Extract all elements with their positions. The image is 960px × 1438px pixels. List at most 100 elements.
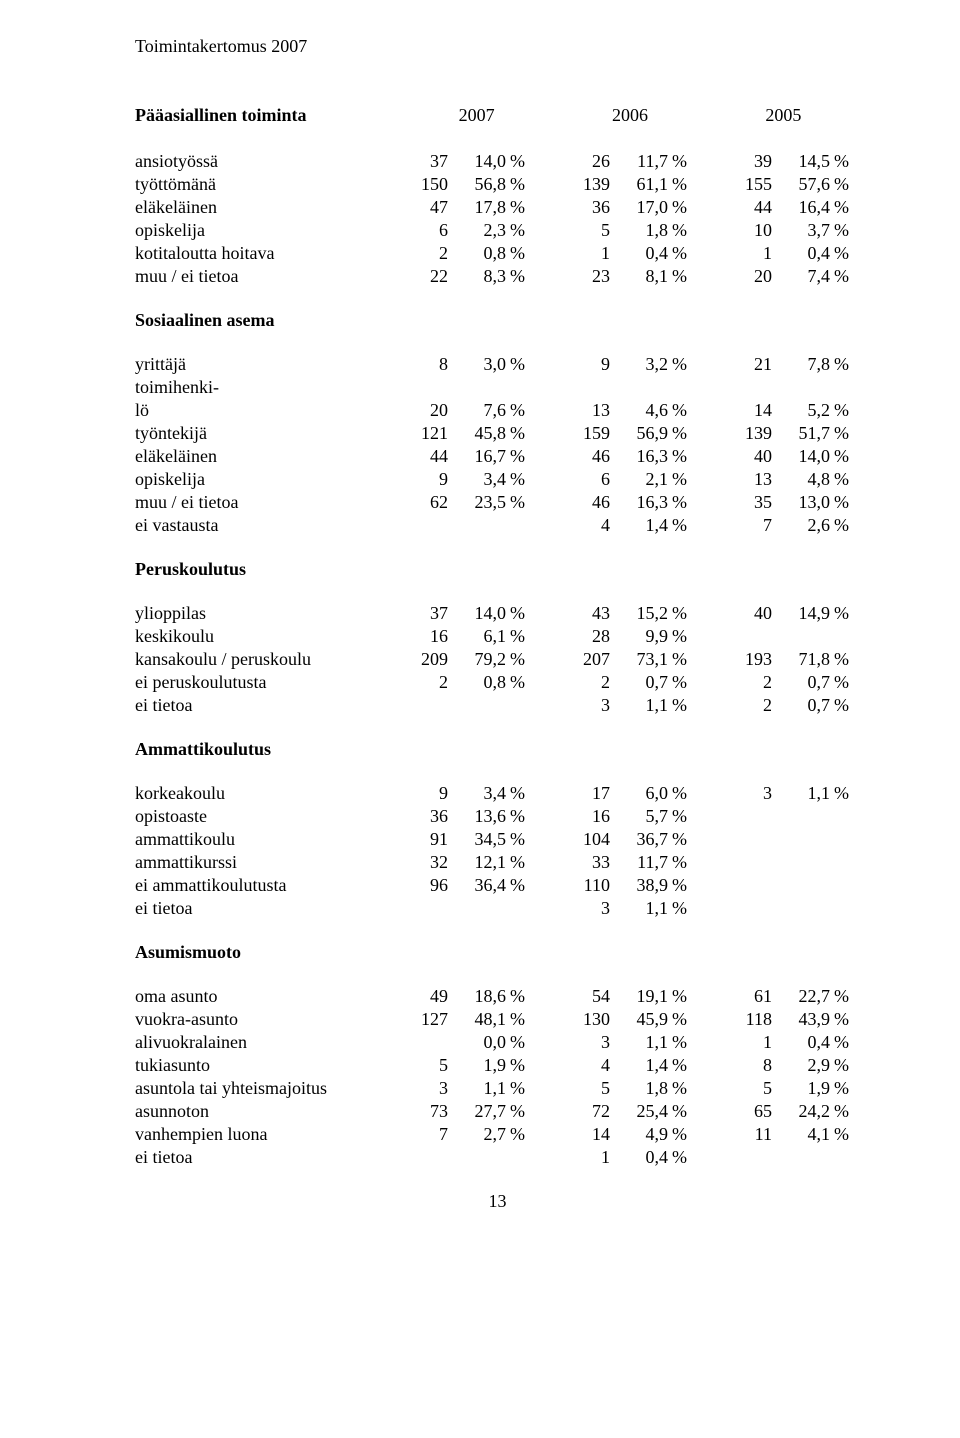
- cell-count: 9: [566, 353, 616, 376]
- year-header: 2006: [553, 105, 706, 126]
- table-row: muu / ei tietoa228,3%238,1%207,4%: [135, 265, 862, 288]
- year-header: 2005: [707, 105, 860, 126]
- table-row: kotitaloutta hoitava20,8%10,4%10,4%: [135, 242, 862, 265]
- cell-count: 26: [566, 150, 616, 173]
- cell-percent-sign: [506, 376, 538, 399]
- cell-percent: 6,1: [454, 625, 506, 648]
- cell-percent: 14,5: [778, 150, 830, 173]
- table-row: asunnoton7327,7%7225,4%6524,2%: [135, 1100, 862, 1123]
- cell-percent-sign: [506, 1146, 538, 1169]
- cell-percent: 36,7: [616, 828, 668, 851]
- cell-percent-sign: %: [668, 897, 700, 920]
- cell-percent-sign: %: [830, 648, 862, 671]
- cell-percent-sign: %: [830, 782, 862, 805]
- cell-percent-sign: %: [506, 625, 538, 648]
- table-row: yrittäjä83,0%93,2%217,8%: [135, 353, 862, 376]
- cell-count: 65: [728, 1100, 778, 1123]
- cell-percent: 6,0: [616, 782, 668, 805]
- cell-percent-sign: [506, 897, 538, 920]
- cell-count: [404, 897, 454, 920]
- cell-percent-sign: %: [830, 468, 862, 491]
- row-label: vanhempien luona: [135, 1123, 404, 1146]
- cell-percent-sign: %: [668, 468, 700, 491]
- cell-percent-sign: %: [506, 805, 538, 828]
- cell-percent-sign: %: [668, 196, 700, 219]
- cell-percent: 9,9: [616, 625, 668, 648]
- cell-percent-sign: [830, 874, 862, 897]
- cell-percent: 17,8: [454, 196, 506, 219]
- cell-count: 49: [404, 985, 454, 1008]
- cell-count: 4: [566, 1054, 616, 1077]
- cell-percent: 2,7: [454, 1123, 506, 1146]
- cell-percent-sign: %: [506, 851, 538, 874]
- cell-percent: [778, 376, 830, 399]
- cell-percent: 45,8: [454, 422, 506, 445]
- column-gap: [538, 150, 566, 173]
- sections-container: Pääasiallinen toiminta200720062005ansiot…: [135, 105, 860, 1169]
- data-table: ylioppilas3714,0%4315,2%4014,9%keskikoul…: [135, 602, 862, 717]
- cell-percent: 56,8: [454, 173, 506, 196]
- cell-count: 32: [404, 851, 454, 874]
- cell-percent-sign: %: [830, 1123, 862, 1146]
- cell-percent: 2,3: [454, 219, 506, 242]
- cell-percent: [454, 694, 506, 717]
- cell-count: 2: [728, 671, 778, 694]
- table-row: eläkeläinen4717,8%3617,0%4416,4%: [135, 196, 862, 219]
- page-number: 13: [135, 1191, 860, 1212]
- cell-percent: 16,3: [616, 491, 668, 514]
- cell-percent: 43,9: [778, 1008, 830, 1031]
- cell-count: 46: [566, 445, 616, 468]
- cell-percent-sign: %: [506, 491, 538, 514]
- cell-count: 62: [404, 491, 454, 514]
- cell-percent-sign: %: [668, 851, 700, 874]
- cell-count: 5: [566, 219, 616, 242]
- cell-count: 36: [566, 196, 616, 219]
- cell-percent: [454, 514, 506, 537]
- cell-count: [566, 376, 616, 399]
- cell-count: 11: [728, 1123, 778, 1146]
- data-table: oma asunto4918,6%5419,1%6122,7%vuokra-as…: [135, 985, 862, 1169]
- cell-percent-sign: %: [506, 196, 538, 219]
- cell-count: 4: [566, 514, 616, 537]
- cell-percent-sign: %: [668, 625, 700, 648]
- row-label: muu / ei tietoa: [135, 265, 404, 288]
- cell-count: 43: [566, 602, 616, 625]
- table-row: ansiotyössä3714,0%2611,7%3914,5%: [135, 150, 862, 173]
- cell-count: 207: [566, 648, 616, 671]
- cell-percent-sign: %: [506, 445, 538, 468]
- column-gap: [700, 985, 728, 1008]
- cell-percent: 3,4: [454, 468, 506, 491]
- cell-percent: [778, 828, 830, 851]
- cell-percent-sign: %: [830, 1031, 862, 1054]
- cell-percent: [454, 1146, 506, 1169]
- cell-percent-sign: [506, 514, 538, 537]
- cell-count: 91: [404, 828, 454, 851]
- cell-count: 61: [728, 985, 778, 1008]
- cell-percent: 24,2: [778, 1100, 830, 1123]
- cell-percent: 5,7: [616, 805, 668, 828]
- column-gap: [700, 353, 728, 376]
- row-label: opiskelija: [135, 219, 404, 242]
- cell-count: 1: [728, 242, 778, 265]
- cell-count: 6: [566, 468, 616, 491]
- section-heading: Asumismuoto: [135, 942, 860, 963]
- cell-count: 139: [728, 422, 778, 445]
- cell-percent-sign: %: [506, 242, 538, 265]
- column-gap: [700, 648, 728, 671]
- cell-percent-sign: %: [830, 353, 862, 376]
- cell-count: 7: [404, 1123, 454, 1146]
- cell-count: 3: [566, 1031, 616, 1054]
- cell-percent: 7,6: [454, 399, 506, 422]
- cell-percent-sign: %: [506, 1008, 538, 1031]
- cell-percent-sign: %: [506, 399, 538, 422]
- cell-percent: 38,9: [616, 874, 668, 897]
- cell-percent: 18,6: [454, 985, 506, 1008]
- row-label: opistoaste: [135, 805, 404, 828]
- row-label: korkeakoulu: [135, 782, 404, 805]
- cell-percent-sign: [830, 625, 862, 648]
- cell-percent: 8,1: [616, 265, 668, 288]
- cell-percent: 1,1: [454, 1077, 506, 1100]
- column-gap: [538, 805, 566, 828]
- column-gap: [538, 782, 566, 805]
- cell-percent: 48,1: [454, 1008, 506, 1031]
